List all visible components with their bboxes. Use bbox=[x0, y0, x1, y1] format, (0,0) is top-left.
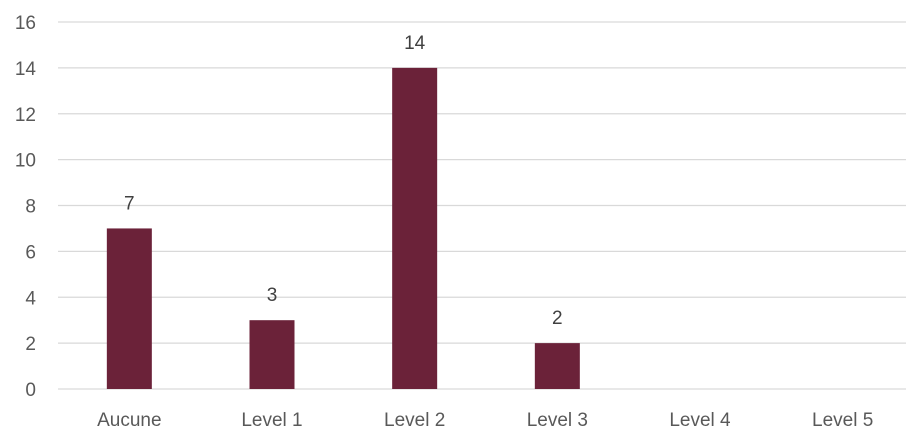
y-tick-label: 2 bbox=[25, 334, 36, 355]
data-label: 7 bbox=[124, 193, 135, 214]
y-tick-label: 8 bbox=[25, 197, 36, 218]
bar bbox=[392, 67, 438, 389]
y-tick-label: 16 bbox=[15, 13, 36, 34]
x-category-label: Level 5 bbox=[812, 410, 873, 431]
y-tick-label: 14 bbox=[15, 59, 37, 80]
x-category-label: Level 4 bbox=[669, 410, 731, 431]
gridlines bbox=[58, 21, 906, 390]
data-label: 2 bbox=[552, 308, 563, 329]
bar bbox=[534, 343, 580, 389]
data-labels: 7 3 14 2 bbox=[124, 33, 563, 329]
data-label: 14 bbox=[404, 33, 426, 54]
y-tick-label: 4 bbox=[25, 288, 36, 309]
data-label: 3 bbox=[267, 285, 278, 306]
x-category-label: Level 3 bbox=[527, 410, 588, 431]
x-category-label: Level 2 bbox=[384, 410, 445, 431]
bar bbox=[249, 320, 295, 389]
y-tick-label: 6 bbox=[25, 242, 36, 263]
y-axis-tick-labels: 0 2 4 6 8 10 12 14 16 bbox=[15, 13, 37, 401]
y-tick-label: 12 bbox=[15, 105, 36, 126]
x-category-label: Aucune bbox=[97, 410, 161, 431]
bars bbox=[106, 67, 580, 389]
bar bbox=[106, 228, 152, 389]
y-tick-label: 10 bbox=[15, 151, 36, 172]
y-tick-label: 0 bbox=[25, 380, 36, 401]
x-axis-category-labels: Aucune Level 1 Level 2 Level 3 Level 4 Level … bbox=[97, 410, 873, 431]
x-category-label: Level 1 bbox=[241, 410, 302, 431]
